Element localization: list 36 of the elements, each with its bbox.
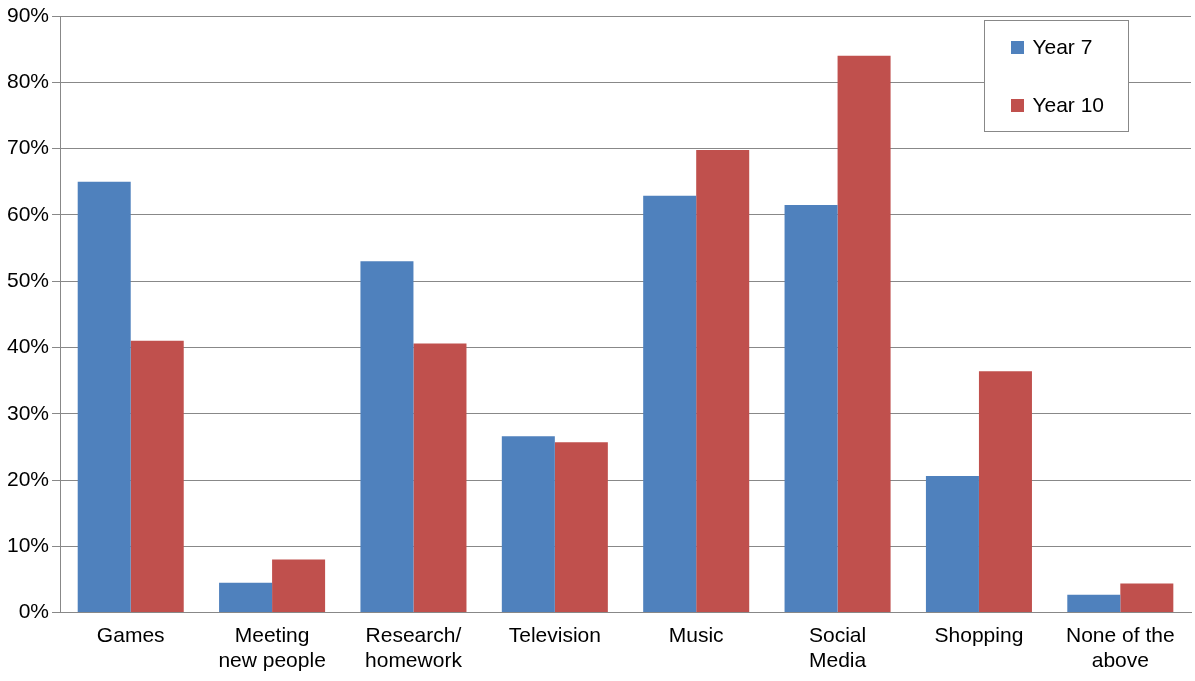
legend-label: Year 7 bbox=[1032, 35, 1093, 59]
y-tick-label: 0% bbox=[18, 599, 50, 623]
bar bbox=[219, 582, 273, 613]
x-tick-label: Games bbox=[96, 623, 165, 646]
bar bbox=[360, 261, 414, 613]
x-tick-label: Research/ homework bbox=[365, 623, 463, 672]
bar bbox=[1120, 583, 1174, 613]
bar bbox=[925, 476, 979, 613]
bar bbox=[1067, 594, 1121, 613]
bar bbox=[978, 371, 1032, 613]
x-tick-label: Social Media bbox=[808, 623, 867, 672]
bar bbox=[77, 181, 131, 613]
y-tick-label: 70% bbox=[7, 135, 50, 159]
bar bbox=[784, 204, 838, 613]
bar bbox=[554, 442, 608, 613]
x-tick-label: Television bbox=[508, 623, 601, 646]
y-tick-label: 90% bbox=[7, 2, 50, 26]
bar bbox=[501, 436, 555, 613]
x-tick-label: Meeting new people bbox=[218, 623, 326, 672]
x-tick-label: Music bbox=[668, 623, 724, 646]
y-tick-label: 30% bbox=[7, 400, 50, 424]
bar bbox=[413, 343, 467, 613]
x-tick-label: None of the above bbox=[1066, 623, 1175, 672]
bar bbox=[130, 340, 184, 613]
y-tick-label: 40% bbox=[7, 334, 50, 358]
bar bbox=[643, 195, 697, 613]
x-tick-label: Shopping bbox=[934, 623, 1024, 646]
y-tick-label: 60% bbox=[7, 201, 50, 225]
y-tick-label: 50% bbox=[7, 267, 50, 291]
bar bbox=[272, 559, 326, 613]
bar bbox=[696, 149, 750, 613]
y-tick-label: 10% bbox=[7, 533, 50, 557]
y-tick-label: 20% bbox=[7, 466, 50, 490]
y-tick-label: 80% bbox=[7, 69, 50, 93]
legend-label: Year 10 bbox=[1032, 93, 1104, 117]
bar bbox=[837, 55, 891, 613]
